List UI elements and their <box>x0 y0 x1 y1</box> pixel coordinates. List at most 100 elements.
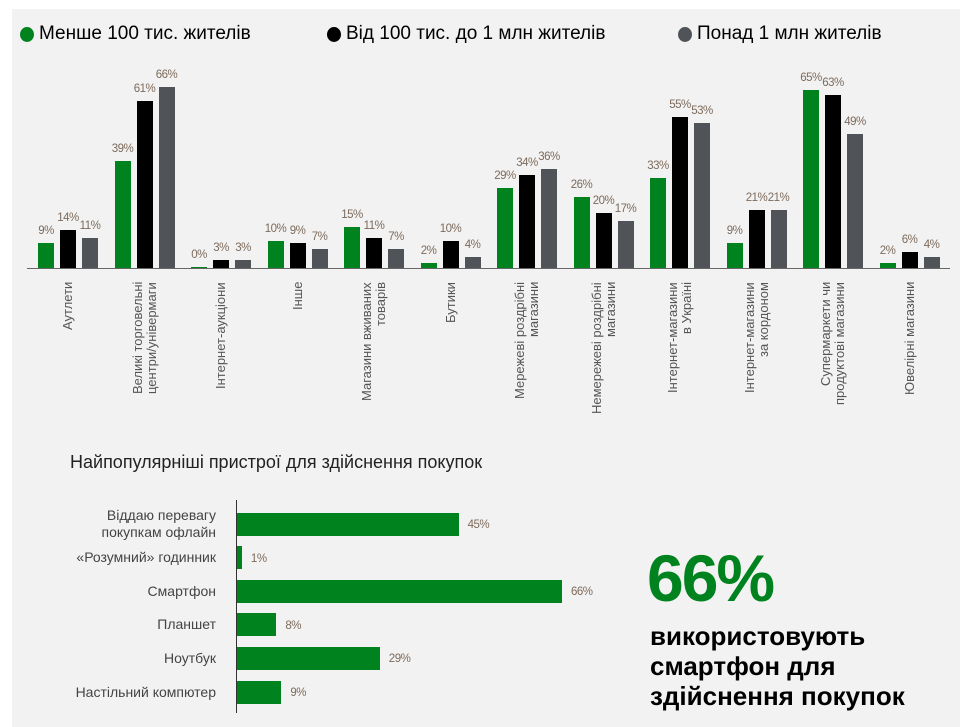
bar <box>650 177 666 268</box>
legend-item-large-cities: Понад 1 млн жителів <box>678 23 882 45</box>
bar <box>442 240 459 268</box>
data-label: 9% <box>289 225 306 238</box>
data-label: 21% <box>745 192 768 205</box>
data-label: 11% <box>363 219 385 232</box>
bar <box>114 161 131 268</box>
bar <box>901 251 918 268</box>
bar <box>344 226 360 268</box>
data-label: 7% <box>311 230 328 243</box>
category-label: Настільний компютер <box>75 683 216 700</box>
bar <box>235 259 251 268</box>
bar <box>595 213 612 268</box>
data-label: 9% <box>290 687 306 699</box>
data-label: 34% <box>516 156 538 169</box>
bar <box>726 243 743 268</box>
bar <box>366 237 382 268</box>
category-label: Магазини вживаних товарів <box>359 282 388 401</box>
callout-line: здійснення покупок <box>650 681 905 711</box>
data-label: 45% <box>467 519 490 531</box>
category-label: Немережеві роздрібні магазини <box>588 282 618 414</box>
category-label: Мережеві роздрібні магазини <box>512 282 541 400</box>
bar <box>388 248 404 268</box>
bar <box>672 117 688 268</box>
data-label: 15% <box>341 208 363 221</box>
bar <box>237 512 459 536</box>
data-label: 49% <box>844 115 866 128</box>
data-label: 29% <box>388 653 411 666</box>
data-label: 55% <box>669 99 691 112</box>
bar <box>803 89 819 268</box>
bar <box>237 680 282 704</box>
callout-text: використовують смартфон для здійснення п… <box>650 621 905 711</box>
bar <box>464 257 481 268</box>
bar <box>420 262 437 268</box>
data-label: 2% <box>879 244 896 257</box>
data-label: 2% <box>420 244 437 257</box>
y-axis-line <box>236 500 237 713</box>
category-label: Ноутбук <box>164 649 216 666</box>
bar <box>60 229 76 268</box>
data-label: 36% <box>538 151 560 164</box>
bar <box>617 221 634 268</box>
category-label: Інтернет-магазини за кордоном <box>741 282 771 393</box>
category-label: Інтернет-магазини в Україні <box>665 282 694 393</box>
data-label: 26% <box>570 178 593 191</box>
bar <box>519 174 535 268</box>
data-label: 4% <box>923 239 940 252</box>
devices-chart-title: Найпопулярніші пристрої для здійснення п… <box>70 452 483 472</box>
data-label: 10% <box>439 222 462 235</box>
data-label: 33% <box>647 159 669 172</box>
category-label: Аутлети <box>60 282 75 331</box>
data-label: 66% <box>155 69 178 81</box>
callout-value: 66% <box>647 541 775 615</box>
bar <box>213 259 229 268</box>
category-label: Великі торговельні центри/універмаги <box>129 282 159 395</box>
legend-label: Від 100 тис. до 1 млн жителів <box>346 23 606 44</box>
category-label: Супермаркети чи продуктові магазини <box>818 282 847 405</box>
bar <box>923 257 940 268</box>
data-label: 14% <box>57 211 79 224</box>
legend-item-mid-cities: Від 100 тис. до 1 млн жителів <box>327 23 605 45</box>
data-label: 4% <box>464 239 481 252</box>
data-label: 6% <box>901 233 918 246</box>
data-label: 7% <box>388 230 404 243</box>
bar <box>136 100 153 268</box>
category-label: «Розумний» годинник <box>76 549 216 566</box>
data-label: 9% <box>38 225 54 238</box>
legend-swatch <box>678 26 692 42</box>
legend-swatch <box>20 26 34 42</box>
bar <box>694 122 710 268</box>
bar <box>237 546 242 570</box>
bar <box>82 237 98 268</box>
category-label: Планшет <box>157 616 216 633</box>
data-label: 1% <box>250 552 267 565</box>
callout-line: використовують <box>650 621 866 651</box>
legend-label: Менше 100 тис. жителів <box>39 23 251 44</box>
data-label: 29% <box>494 170 516 183</box>
data-label: 53% <box>691 104 713 117</box>
data-label: 20% <box>592 195 615 208</box>
bar <box>237 613 277 637</box>
data-label: 39% <box>111 143 134 156</box>
legend-label: Понад 1 млн жителів <box>697 23 882 44</box>
bar <box>289 243 306 268</box>
bar <box>158 87 175 268</box>
data-label: 9% <box>726 225 743 238</box>
bar <box>770 210 787 268</box>
legend-swatch <box>327 26 341 42</box>
data-label: 17% <box>614 203 637 216</box>
legend-item-small-towns: Менше 100 тис. жителів <box>20 23 251 45</box>
data-label: 61% <box>133 82 156 95</box>
category-label: Ювелірні магазини <box>901 282 917 396</box>
data-label: 63% <box>822 77 844 90</box>
bar <box>847 133 863 268</box>
bar <box>573 196 590 268</box>
category-label: Бутики <box>442 282 458 323</box>
data-label: 8% <box>285 619 302 632</box>
bar <box>237 579 562 603</box>
bar <box>748 210 765 268</box>
data-label: 21% <box>767 192 790 205</box>
data-label: 0% <box>191 248 207 261</box>
bar <box>497 188 513 268</box>
bar <box>237 646 380 670</box>
